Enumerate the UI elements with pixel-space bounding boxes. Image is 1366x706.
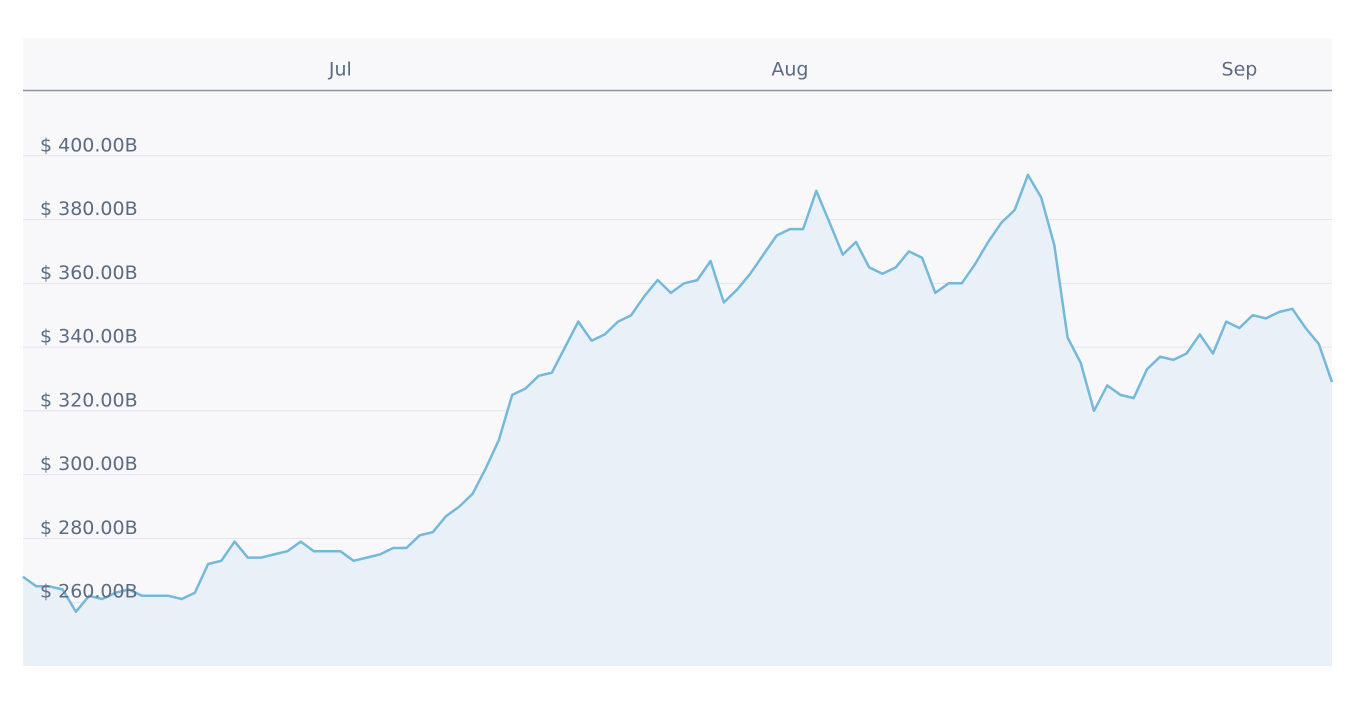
line — [22, 173, 1334, 614]
y-tick-label: $ 280.00B — [40, 517, 138, 539]
y-tick-label: $ 260.00B — [40, 581, 138, 603]
area-fill — [23, 174, 1332, 666]
x-tick-label: Sep — [1222, 59, 1258, 81]
y-tick-label: $ 360.00B — [40, 262, 138, 284]
x-tick-label: Aug — [771, 59, 808, 81]
y-tick-label: $ 340.00B — [40, 326, 138, 348]
y-tick-label: $ 320.00B — [40, 389, 138, 411]
y-tick-label: $ 380.00B — [40, 198, 138, 220]
y-tick-label: $ 400.00B — [40, 134, 138, 156]
y-tick-label: $ 300.00B — [40, 453, 138, 475]
x-tick-label: Jul — [328, 59, 352, 81]
